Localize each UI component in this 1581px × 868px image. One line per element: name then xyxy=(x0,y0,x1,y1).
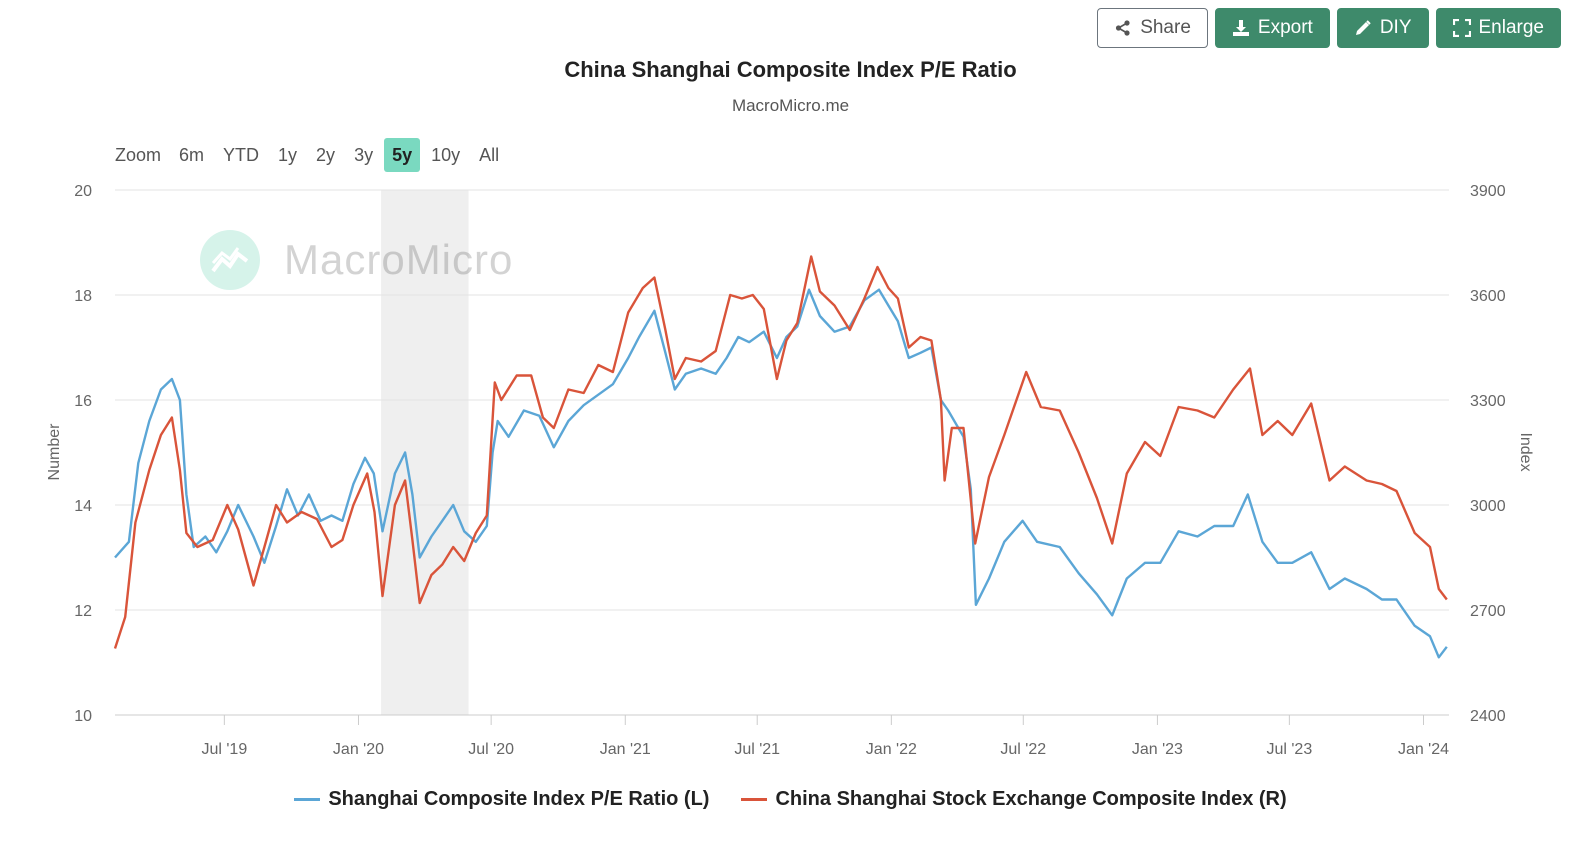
diy-label: DIY xyxy=(1379,17,1412,38)
zoom-2y-button[interactable]: 2y xyxy=(316,145,336,165)
y-tick-right: 3000 xyxy=(1470,498,1506,515)
macromicro-logo-icon xyxy=(200,230,260,290)
share-icon xyxy=(1116,20,1130,36)
enlarge-label: Enlarge xyxy=(1478,17,1545,38)
y-tick-right: 3900 xyxy=(1470,183,1506,200)
chart-title: China Shanghai Composite Index P/E Ratio xyxy=(564,57,1017,82)
download-icon xyxy=(1232,20,1249,36)
watermark-text: MacroMicro xyxy=(284,236,514,283)
share-label: Share xyxy=(1140,17,1191,38)
legend-swatch-pe xyxy=(294,798,321,801)
legend-swatch-index xyxy=(741,798,768,801)
legend-label-index: China Shanghai Stock Exchange Composite … xyxy=(775,788,1287,810)
shaded-region xyxy=(381,190,469,715)
y-tick-right: 3300 xyxy=(1470,393,1506,410)
x-tick-label: Jan '22 xyxy=(866,741,917,758)
y-tick-left: 12 xyxy=(74,603,92,620)
y-tick-left: 18 xyxy=(74,288,92,305)
x-tick-label: Jan '21 xyxy=(600,741,651,758)
y-tick-right: 2400 xyxy=(1470,708,1506,725)
series-line-composite-index xyxy=(113,255,1448,649)
zoom-3y-button[interactable]: 3y xyxy=(354,145,374,165)
x-tick-label: Jul '22 xyxy=(1000,741,1046,758)
y-axis-right-label: Index xyxy=(1517,432,1534,471)
x-tick-label: Jul '19 xyxy=(201,741,247,758)
zoom-1y-button[interactable]: 1y xyxy=(278,145,298,165)
legend-label-pe: Shanghai Composite Index P/E Ratio (L) xyxy=(328,788,710,810)
toolbar: Share Export DIY Enlarge xyxy=(1097,8,1561,48)
expand-icon xyxy=(1452,19,1471,37)
y-tick-left: 10 xyxy=(74,708,92,725)
x-tick-label: Jan '20 xyxy=(333,741,384,758)
export-button[interactable]: Export xyxy=(1214,8,1330,48)
legend-item-pe[interactable]: Shanghai Composite Index P/E Ratio (L) xyxy=(294,788,709,811)
y-tick-right: 3600 xyxy=(1470,288,1506,305)
x-tick-label: Jan '24 xyxy=(1398,741,1449,758)
watermark: MacroMicro xyxy=(200,230,513,290)
pencil-icon xyxy=(1355,20,1371,35)
chart-subtitle: MacroMicro.me xyxy=(731,96,850,115)
share-button[interactable]: Share xyxy=(1097,8,1208,48)
x-tick-label: Jan '23 xyxy=(1132,741,1183,758)
zoom-controls: Zoom 6m YTD 1y 2y 3y 5y 10y All xyxy=(107,138,510,172)
diy-button[interactable]: DIY xyxy=(1336,8,1429,48)
series-line-pe-ratio xyxy=(114,288,1448,659)
zoom-ytd-button[interactable]: YTD xyxy=(223,145,260,165)
chart-legend: Shanghai Composite Index P/E Ratio (L) C… xyxy=(0,788,1581,811)
export-label: Export xyxy=(1257,17,1313,38)
zoom-label: Zoom xyxy=(115,144,162,165)
zoom-5y-button[interactable]: 5y xyxy=(384,138,421,172)
y-axis-left-label: Number xyxy=(46,423,63,481)
zoom-10y-button[interactable]: 10y xyxy=(431,145,461,165)
y-tick-right: 2700 xyxy=(1470,603,1506,620)
y-tick-left: 20 xyxy=(74,183,92,200)
y-tick-left: 16 xyxy=(74,393,92,410)
legend-item-index[interactable]: China Shanghai Stock Exchange Composite … xyxy=(741,788,1287,811)
y-tick-left: 14 xyxy=(74,498,92,515)
zoom-all-button[interactable]: All xyxy=(479,145,500,165)
enlarge-button[interactable]: Enlarge xyxy=(1435,8,1561,48)
zoom-6m-button[interactable]: 6m xyxy=(179,145,205,165)
x-tick-label: Jul '20 xyxy=(468,741,514,758)
x-tick-label: Jul '21 xyxy=(734,741,780,758)
x-tick-label: Jul '23 xyxy=(1266,741,1312,758)
